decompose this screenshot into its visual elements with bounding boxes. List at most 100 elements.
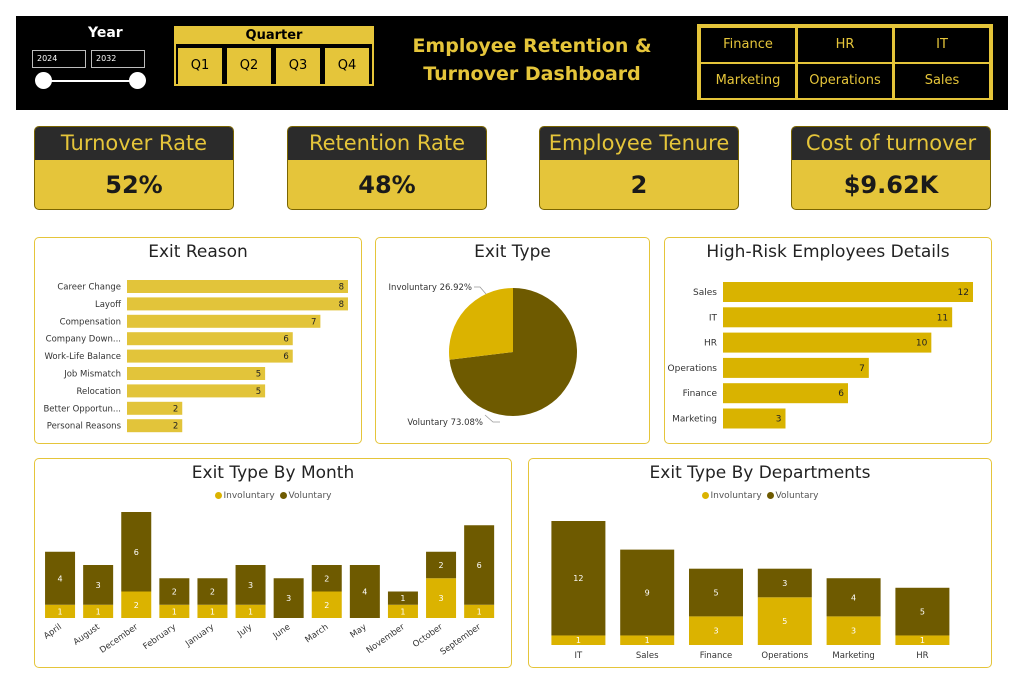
year-end-input[interactable]: 2032 [91,50,145,68]
data-label: 1 [645,636,650,645]
bar-voluntary [551,521,606,636]
bar [127,349,293,363]
category-label: December [98,622,140,656]
year-slider-end-handle[interactable] [129,72,146,89]
category-label: HR [704,339,717,349]
data-label: 2 [324,601,329,610]
bar [723,357,869,378]
legend-voluntary-dot [766,492,774,499]
data-label: 1 [248,607,253,616]
data-label: 6 [477,561,482,570]
bar-voluntary [83,565,114,605]
category-label: HR [916,651,928,661]
data-label: 10 [916,339,928,349]
quarter-q4-button[interactable]: Q4 [325,48,369,84]
department-hr-button[interactable]: HR [798,28,892,62]
data-label: 7 [859,364,865,374]
bar [127,297,348,311]
data-label: 5 [256,370,261,380]
data-label: 3 [782,579,787,588]
data-label: 3 [96,581,101,590]
high-risk-title: High-Risk Employees Details [706,242,950,262]
category-label: Relocation [77,387,121,397]
category-label: Sales [693,288,717,298]
quarter-q2-button[interactable]: Q2 [227,48,271,84]
bar [127,419,183,433]
legend-voluntary-label: Voluntary [775,491,819,501]
data-label: 6 [838,389,844,399]
data-label: 2 [173,422,178,432]
kpi-value: 52% [105,171,163,199]
bar-voluntary [273,578,304,618]
data-label: 8 [339,283,344,293]
data-label: 3 [713,627,718,636]
data-label: 8 [339,300,344,310]
data-label: 12 [958,288,969,298]
bar [127,332,293,346]
kpi-title: Employee Tenure [540,127,738,160]
data-label: 9 [645,589,650,598]
data-label: 2 [173,404,178,414]
bar-voluntary [464,525,495,605]
bar [127,280,348,293]
category-label: May [348,622,368,640]
bar-voluntary [311,565,342,592]
department-marketing-button[interactable]: Marketing [701,64,795,98]
department-operations-button[interactable]: Operations [798,64,892,98]
department-it-button[interactable]: IT [895,28,989,62]
category-label: Operations [668,364,718,374]
exit-by-month-panel: Exit Type By Month Involuntary Voluntary… [34,458,512,668]
category-label: Career Change [57,283,121,293]
category-label: Finance [683,389,718,399]
quarter-q1-button[interactable]: Q1 [178,48,222,84]
department-slicer: Finance HR IT Marketing Operations Sales [697,24,993,100]
data-label: 7 [311,317,316,327]
data-label: 5 [256,387,261,397]
exit-reason-title: Exit Reason [148,242,248,262]
exit-by-department-legend: Involuntary Voluntary [529,491,991,501]
year-slider-track[interactable] [41,80,139,82]
bar-voluntary [349,565,380,618]
quarter-q3-button[interactable]: Q3 [276,48,320,84]
category-label: February [141,622,178,652]
bar-involuntary [235,604,266,618]
bar [723,408,786,429]
bar-involuntary [689,616,743,645]
year-start-input[interactable]: 2024 [32,50,86,68]
department-sales-button[interactable]: Sales [895,64,989,98]
bar-involuntary [159,604,190,618]
bar [723,332,932,353]
bar-involuntary [426,578,457,618]
exit-by-department-chart: 1 12 IT 1 9 Sales 3 5 Finance 5 3 Operations 3 4 Marke… [551,521,950,661]
bar-involuntary [757,597,812,645]
bar-voluntary [387,591,418,605]
bar-involuntary [197,604,228,618]
data-label: 1 [400,594,405,603]
category-label: August [72,622,103,648]
year-slider-start-handle[interactable] [35,72,52,89]
data-label: 3 [248,581,253,590]
kpi-value: 48% [358,171,416,199]
category-label: Marketing [672,415,717,425]
year-filter-label: Year [88,25,123,41]
data-label: 2 [439,561,444,570]
category-label: Marketing [832,651,874,661]
bar-involuntary [620,635,675,645]
leader-line [474,286,487,295]
bar-voluntary [426,551,457,579]
data-label: 1 [58,607,63,616]
data-label: 1 [477,607,482,616]
kpi-turnover-rate: Turnover Rate 52% [34,126,234,210]
category-label: Job Mismatch [63,370,121,380]
data-label: 1 [96,607,101,616]
kpi-employee-tenure: Employee Tenure 2 [539,126,739,210]
kpi-cost-of-turnover: Cost of turnover $9.62K [791,126,991,210]
data-label: 6 [283,335,288,345]
exit-type-panel: Exit Type Voluntary 73.08% Involuntary 26… [375,237,650,444]
category-label: Personal Reasons [47,422,122,432]
header-bar: Year 2024 2032 Quarter Q1 Q2 Q3 Q4 Emplo… [16,16,1008,110]
bar-voluntary [826,578,881,617]
department-finance-button[interactable]: Finance [701,28,795,62]
kpi-title: Turnover Rate [35,127,233,160]
data-label: 2 [134,601,139,610]
